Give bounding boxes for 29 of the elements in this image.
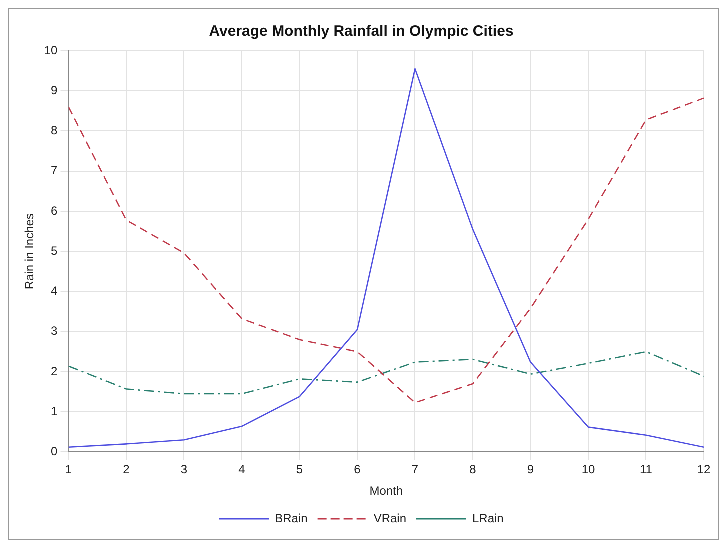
x-tick-label: 5 — [296, 462, 304, 477]
legend-label: LRain — [472, 511, 504, 526]
y-tick-label: 4 — [51, 284, 58, 298]
x-tick-label: 10 — [582, 462, 596, 477]
x-tick-label: 6 — [354, 462, 362, 477]
chart-title: Average Monthly Rainfall in Olympic Cities — [209, 23, 514, 40]
y-tick-label: 9 — [51, 83, 58, 98]
x-tick-label: 1 — [65, 462, 72, 477]
y-tick-label: 6 — [51, 204, 58, 218]
x-tick-label: 4 — [238, 462, 246, 477]
y-tick-label: 1 — [51, 404, 58, 418]
x-tick-label: 12 — [697, 462, 711, 477]
x-tick-label: 8 — [470, 462, 477, 477]
x-tick-label: 9 — [527, 462, 534, 477]
y-tick-label: 5 — [51, 244, 58, 258]
x-tick-label: 7 — [412, 462, 419, 477]
y-tick-label: 8 — [51, 124, 58, 138]
y-tick-label: 3 — [51, 324, 58, 338]
x-tick-label: 3 — [180, 462, 188, 477]
x-tick-label: 11 — [640, 462, 653, 477]
y-axis-title: Rain in Inches — [22, 214, 37, 290]
legend-label: VRain — [374, 511, 407, 526]
x-tick-label: 2 — [123, 462, 130, 477]
y-tick-label: 0 — [51, 444, 58, 459]
y-tick-label: 10 — [44, 43, 58, 58]
y-tick-label: 7 — [51, 164, 58, 178]
legend-label: BRain — [275, 511, 308, 526]
x-axis-title: Month — [370, 484, 404, 498]
y-tick-label: 2 — [51, 364, 58, 378]
